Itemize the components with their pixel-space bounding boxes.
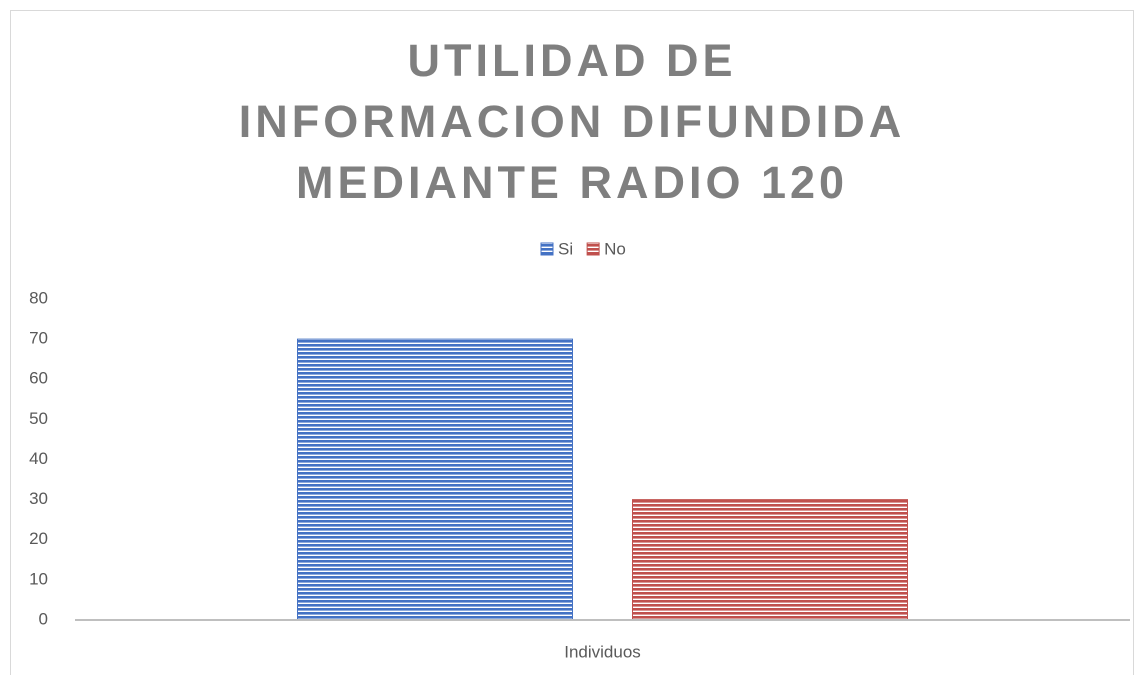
bar bbox=[632, 499, 908, 621]
y-tick-label: 0 bbox=[39, 609, 48, 628]
legend-label: Si bbox=[558, 239, 573, 258]
y-tick-label: 10 bbox=[29, 569, 48, 588]
legend-swatch bbox=[586, 242, 600, 256]
chart-title: UTILIDAD DE INFORMACION DIFUNDIDA MEDIAN… bbox=[238, 35, 906, 208]
legend-label: No bbox=[604, 239, 626, 258]
legend-swatch bbox=[540, 242, 554, 256]
y-tick-label: 70 bbox=[29, 329, 48, 348]
y-tick-label: 50 bbox=[29, 409, 48, 428]
y-tick-label: 30 bbox=[29, 489, 48, 508]
y-tick-label: 20 bbox=[29, 529, 48, 548]
y-tick-label: 60 bbox=[29, 369, 48, 388]
chart-frame bbox=[10, 10, 1134, 675]
x-tick-label: Individuos bbox=[564, 642, 641, 661]
y-tick-label: 40 bbox=[29, 449, 48, 468]
y-tick-label: 80 bbox=[29, 288, 48, 307]
bar bbox=[297, 338, 573, 621]
